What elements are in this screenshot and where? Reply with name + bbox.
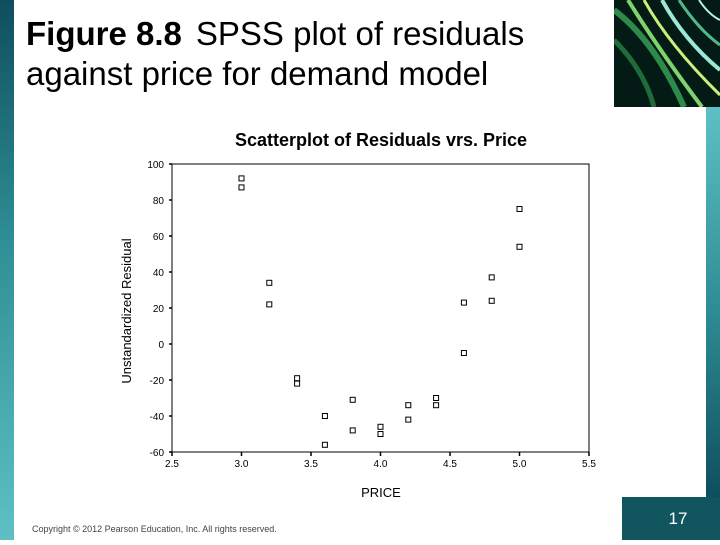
- data-point: [460, 299, 467, 306]
- x-tick-label: 4.0: [374, 459, 388, 470]
- data-point: [349, 396, 356, 403]
- data-point: [238, 184, 245, 191]
- data-point: [488, 274, 495, 281]
- data-point: [460, 350, 467, 356]
- y-tick-label: 20: [153, 304, 165, 315]
- data-point: [405, 402, 412, 409]
- left-decorative-band: [0, 0, 14, 540]
- page-number-box: 17: [622, 497, 720, 540]
- data-point: [488, 297, 495, 304]
- x-tick-label: 3.0: [235, 459, 249, 470]
- data-point: [516, 206, 523, 212]
- y-tick-label: 0: [158, 340, 164, 351]
- data-point: [516, 243, 523, 250]
- copyright-text: Copyright © 2012 Pearson Education, Inc.…: [32, 524, 277, 534]
- chart-title: Scatterplot of Residuals vrs. Price: [235, 130, 527, 150]
- right-decorative-band: [706, 107, 720, 497]
- page-number: 17: [668, 509, 688, 528]
- data-point: [377, 431, 384, 437]
- y-tick-label: -20: [150, 376, 165, 387]
- data-point: [321, 441, 328, 448]
- data-point: [349, 427, 356, 434]
- corner-decorative-image: [614, 0, 720, 107]
- x-tick-label: 5.5: [582, 459, 596, 470]
- y-tick-label: -40: [150, 412, 165, 423]
- data-point: [405, 416, 412, 423]
- figure-label: Figure 8.8: [26, 15, 182, 52]
- y-tick-label: 100: [147, 160, 164, 171]
- title-line-2: against price for demand model: [26, 55, 489, 92]
- data-point: [266, 279, 273, 286]
- data-point: [321, 413, 328, 419]
- data-point: [238, 175, 245, 182]
- y-tick-label: 40: [153, 268, 165, 279]
- data-point: [266, 301, 273, 308]
- y-tick-label: 60: [153, 232, 165, 243]
- data-point: [433, 395, 440, 401]
- data-point: [377, 423, 384, 430]
- data-point: [433, 402, 440, 409]
- y-axis-label: Unstandardized Residual: [119, 238, 134, 383]
- x-tick-label: 3.5: [304, 459, 318, 470]
- x-tick-label: 2.5: [165, 459, 179, 470]
- y-tick-label: 80: [153, 196, 165, 207]
- x-tick-label: 5.0: [513, 459, 527, 470]
- data-point: [294, 380, 301, 387]
- x-tick-label: 4.5: [443, 459, 457, 470]
- plot-frame: [171, 163, 590, 453]
- title-text: SPSS plot of residuals: [195, 15, 525, 52]
- slide-title: Figure 8.8 SPSS plot of residuals against…: [26, 14, 616, 94]
- y-tick-label: -60: [150, 448, 165, 459]
- x-axis-label: PRICE: [361, 485, 401, 500]
